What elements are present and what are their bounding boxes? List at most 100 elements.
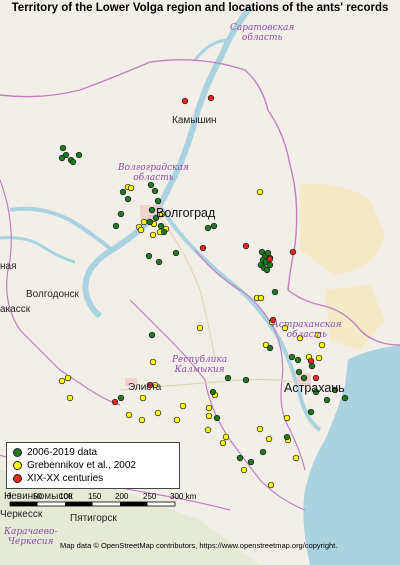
record-point-2006-2019 [145,252,153,260]
boundary-kalmykia-east [194,249,306,471]
map-title: Territory of the Lower Volga region and … [11,2,389,14]
record-point-2006-2019 [294,356,302,364]
legend: 2006-2019 data Grebennikov et al., 2002 … [6,442,180,489]
record-point-2006-2019 [112,222,120,230]
record-point-historic [199,244,207,252]
label-rostov-edge: ная [0,261,17,272]
record-point-2006-2019 [307,408,315,416]
record-point-historic [269,316,277,324]
record-point-grebennikov [292,454,300,462]
scale-tick: 150 [88,492,102,501]
label-pyatigorsk: Пятигорск [70,513,117,524]
record-points [58,94,349,489]
record-point-grebennikov [149,231,157,239]
record-point-2006-2019 [152,214,160,222]
legend-item: Grebennikov et al., 2002 [13,459,173,472]
record-point-grebennikov [265,435,273,443]
record-point-grebennikov [205,404,213,412]
record-point-2006-2019 [172,249,180,257]
record-point-2006-2019 [263,266,271,274]
record-point-2006-2019 [242,376,250,384]
record-point-grebennikov [281,324,289,332]
label-kazakhstan-edge: акасск [0,304,31,315]
record-point-2006-2019 [224,374,232,382]
record-point-historic [312,374,320,382]
record-point-grebennikov [158,210,166,218]
record-point-grebennikov [138,416,146,424]
record-point-grebennikov [66,394,74,402]
record-point-2006-2019 [271,288,279,296]
record-point-2006-2019 [213,414,221,422]
scale-tick: 100 [59,492,73,501]
boundary-volgograd-east [149,59,298,291]
record-point-2006-2019 [288,353,296,361]
legend-label: XIX-XX centuries [27,473,104,484]
record-point-grebennikov [256,188,264,196]
record-point-grebennikov [283,414,291,422]
label-karachay: Карачаево- Черкесия [4,527,58,547]
record-point-grebennikov [314,331,322,339]
label-kamyshin: Камышин [172,115,217,126]
record-point-grebennikov [222,433,230,441]
label-kalmykia: Республика Калмыкия [172,355,228,375]
boundary-astrakhan-east [287,289,400,346]
record-point-2006-2019 [341,394,349,402]
record-point-grebennikov [125,411,133,419]
scale-tick: 0 [7,492,12,501]
legend-item: 2006-2019 data [13,446,173,459]
record-point-grebennikov [196,324,204,332]
record-point-grebennikov [219,439,227,447]
akhtuba-river [158,204,322,432]
record-point-grebennikov [257,294,265,302]
record-point-2006-2019 [236,454,244,462]
label-astrakhan-oblast: Астраханская область [272,320,342,340]
record-point-grebennikov [154,409,162,417]
record-point-grebennikov [205,412,213,420]
record-point-historic [181,97,189,105]
legend-label: 2006-2019 data [27,447,98,458]
record-point-grebennikov [173,416,181,424]
boundary-kalmykia-south [129,299,306,511]
scale-tick: 250 [143,492,157,501]
record-point-2006-2019 [295,368,303,376]
record-point-2006-2019 [147,181,155,189]
record-point-2006-2019 [148,206,156,214]
record-point-grebennikov [179,402,187,410]
record-point-2006-2019 [117,210,125,218]
record-point-grebennikov [296,334,304,342]
record-point-grebennikov [127,184,135,192]
record-point-historic [111,398,119,406]
label-volgograd-oblast: Волгоградская область [118,163,189,183]
record-point-grebennikov [240,466,248,474]
record-point-grebennikov [149,358,157,366]
record-point-2006-2019 [75,151,83,159]
record-point-2006-2019 [312,388,320,396]
record-point-2006-2019 [69,158,77,166]
legend-swatch-historic [13,474,22,483]
legend-swatch-2006-2019 [13,448,22,457]
record-point-2006-2019 [117,394,125,402]
scale-tick: 50 [33,492,42,501]
record-point-2006-2019 [124,195,132,203]
record-point-grebennikov [256,425,264,433]
record-point-grebennikov [267,481,275,489]
map-attribution: Map data © OpenStreetMap contributors, h… [60,541,338,550]
tsimlyansk-reservoir [0,236,76,264]
label-nevinnomyssk: Невинномысск [4,491,73,502]
label-cherkessk: Черкесск [0,509,43,520]
scale-tick: 200 [115,492,129,501]
record-point-2006-2019 [154,197,162,205]
record-point-2006-2019 [266,261,274,269]
record-point-2006-2019 [323,396,331,404]
record-point-2006-2019 [58,154,66,162]
label-astrakhan: Астрахань [284,381,345,395]
record-point-2006-2019 [160,228,168,236]
boundary-saratov [0,61,151,98]
record-point-grebennikov [137,226,145,234]
legend-item: XIX-XX centuries [13,472,173,485]
record-point-historic [266,255,274,263]
record-point-historic [146,381,154,389]
record-point-grebennikov [315,354,323,362]
record-point-2006-2019 [266,344,274,352]
road-1 [154,209,216,361]
